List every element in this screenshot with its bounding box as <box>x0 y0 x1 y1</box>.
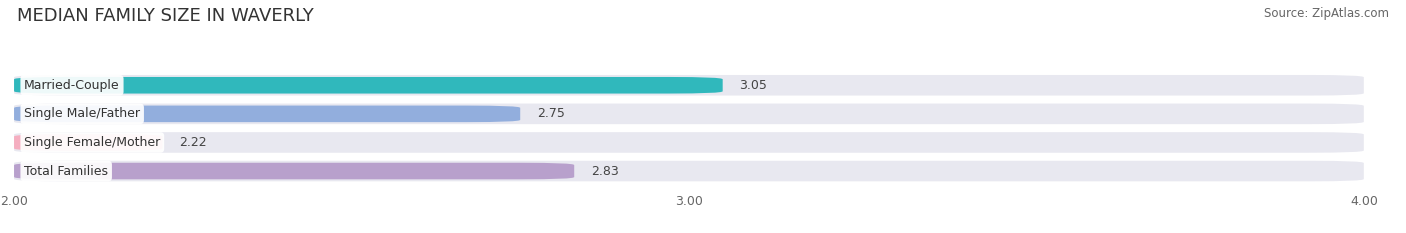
Text: Single Female/Mother: Single Female/Mother <box>24 136 160 149</box>
Text: 2.22: 2.22 <box>180 136 207 149</box>
Text: Single Male/Father: Single Male/Father <box>24 107 141 120</box>
FancyBboxPatch shape <box>14 163 574 179</box>
FancyBboxPatch shape <box>14 134 163 151</box>
FancyBboxPatch shape <box>14 77 723 94</box>
FancyBboxPatch shape <box>14 103 1364 124</box>
Text: Source: ZipAtlas.com: Source: ZipAtlas.com <box>1264 7 1389 20</box>
Text: 2.75: 2.75 <box>537 107 565 120</box>
FancyBboxPatch shape <box>14 132 1364 153</box>
Text: Married-Couple: Married-Couple <box>24 79 120 92</box>
FancyBboxPatch shape <box>14 75 1364 96</box>
Text: 3.05: 3.05 <box>740 79 768 92</box>
Text: Total Families: Total Families <box>24 164 108 178</box>
Text: 2.83: 2.83 <box>591 164 619 178</box>
Text: MEDIAN FAMILY SIZE IN WAVERLY: MEDIAN FAMILY SIZE IN WAVERLY <box>17 7 314 25</box>
FancyBboxPatch shape <box>14 161 1364 181</box>
FancyBboxPatch shape <box>14 106 520 122</box>
